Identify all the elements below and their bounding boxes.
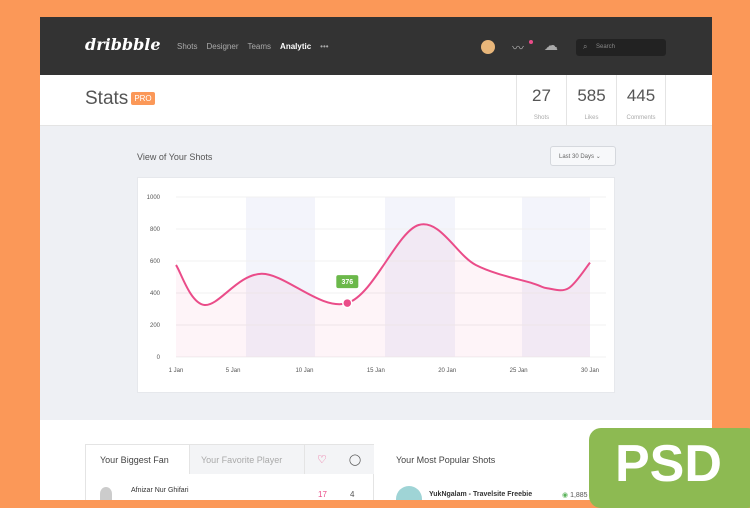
stat-likes[interactable]: 585 Likes xyxy=(566,75,616,126)
title-text: Stats xyxy=(85,88,129,109)
fan-name[interactable]: Afnizar Nur Ghifari xyxy=(131,487,189,494)
heart-icon[interactable]: ♡ xyxy=(317,454,327,466)
stat-comments[interactable]: 445 Comments xyxy=(616,75,666,126)
avatar[interactable] xyxy=(481,40,495,54)
dribbble-logo[interactable]: dribbble xyxy=(85,35,161,54)
y-tick-label: 600 xyxy=(150,259,161,265)
app-window: dribbble Shots Designer Teams Analytic •… xyxy=(40,17,712,500)
search-icon: ⌕ xyxy=(583,42,588,51)
range-value: Last 30 Days xyxy=(559,154,595,160)
popular-title: Your Most Popular Shots xyxy=(396,455,496,465)
y-tick-label: 0 xyxy=(157,355,161,361)
chart-card: 0 200 400 600 800 1000 1 Jan 5 Jan 10 Jan 15 Jan 2… xyxy=(137,177,615,393)
fan-comments: 4 xyxy=(350,490,355,499)
area-fill xyxy=(176,224,590,357)
x-tick-label: 1 Jan xyxy=(169,368,184,374)
stat-value: 27 xyxy=(532,86,551,105)
series-line xyxy=(175,223,591,306)
notification-dot xyxy=(529,40,533,44)
views-chart: 0 200 400 600 800 1000 1 Jan 5 Jan 10 Jan 15 Jan 2… xyxy=(147,195,606,374)
x-tick-label: 15 Jan xyxy=(367,368,385,374)
nav-analytic[interactable]: Analytic xyxy=(280,42,312,51)
search-placeholder: Search xyxy=(596,44,616,50)
tooltip-value: 376 xyxy=(341,279,353,286)
shot-views: 1,885 xyxy=(570,492,588,499)
stat-label: Shots xyxy=(533,115,550,121)
x-tick-label: 25 Jan xyxy=(510,368,528,374)
tab-favorite-player[interactable]: Your Favorite Player xyxy=(189,445,304,474)
nav-menu: Shots Designer Teams Analytic ••• xyxy=(177,42,329,51)
fans-panel: Your Biggest Fan Your Favorite Player ♡ ◯… xyxy=(85,444,374,500)
search-input[interactable]: ⌕ Search xyxy=(576,39,666,56)
activity-icon[interactable]: 〰 xyxy=(512,41,525,55)
stat-label: Likes xyxy=(584,115,599,121)
page-title: Stats PRO xyxy=(85,88,155,110)
comment-icon[interactable]: ◯ xyxy=(348,454,362,466)
nav-shots[interactable]: Shots xyxy=(177,42,198,51)
tooltip-box xyxy=(336,275,359,289)
stats-bar: Stats PRO 27 Shots 585 Likes 445 Comments xyxy=(40,75,712,126)
x-tick-label: 30 Jan xyxy=(581,368,599,374)
y-tick-label: 400 xyxy=(150,291,161,297)
chart-section: View of Your Shots Last 30 Days ⌄ 0 200 40… xyxy=(40,126,712,420)
stat-shots[interactable]: 27 Shots xyxy=(516,75,566,126)
x-tick-label: 20 Jan xyxy=(438,368,456,374)
nav-designer[interactable]: Designer xyxy=(206,42,239,51)
x-tick-label: 5 Jan xyxy=(226,368,241,374)
top-nav: dribbble Shots Designer Teams Analytic •… xyxy=(40,17,712,75)
shot-name[interactable]: YukNgalam - Travelsite Freebie xyxy=(429,491,533,498)
bottom-section: Your Biggest Fan Your Favorite Player ♡ ◯… xyxy=(40,420,712,500)
stat-value: 585 xyxy=(577,86,606,105)
stat-label: Comments xyxy=(626,115,656,121)
stat-value: 445 xyxy=(626,86,656,105)
range-select[interactable]: Last 30 Days ⌄ xyxy=(550,146,616,166)
chart-title: View of Your Shots xyxy=(137,152,213,162)
nav-teams[interactable]: Teams xyxy=(247,42,272,51)
psd-badge: PSD xyxy=(589,428,750,508)
data-point-marker xyxy=(342,297,353,309)
x-tick-label: 10 Jan xyxy=(295,368,313,374)
pro-badge: PRO xyxy=(131,92,155,106)
y-tick-label: 1000 xyxy=(147,195,161,201)
column-band xyxy=(246,197,315,357)
tab-biggest-fan[interactable]: Your Biggest Fan xyxy=(100,455,169,465)
upload-cloud-icon[interactable]: ☁ xyxy=(544,37,558,53)
y-tick-label: 200 xyxy=(150,323,161,329)
y-tick-label: 800 xyxy=(150,227,161,233)
more-icon[interactable]: ••• xyxy=(320,42,329,51)
shot-thumbnail[interactable] xyxy=(396,486,422,500)
fan-likes: 17 xyxy=(318,490,327,499)
eye-icon: ◉ xyxy=(562,492,569,499)
fan-avatar xyxy=(100,487,112,500)
